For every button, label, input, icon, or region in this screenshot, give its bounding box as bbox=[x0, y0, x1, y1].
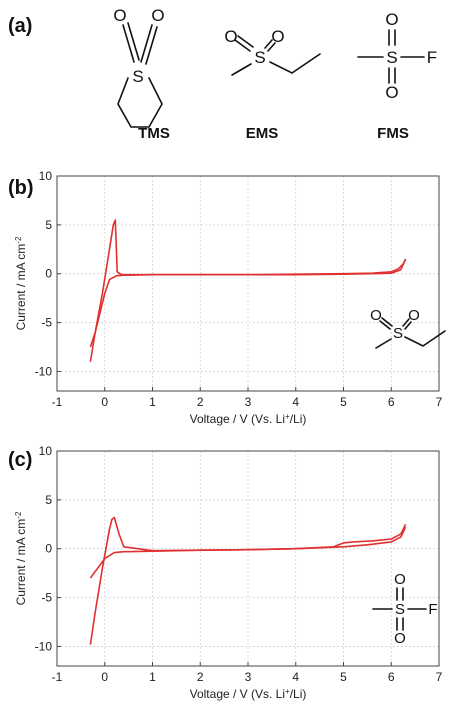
inset-b-sulfur-atom: S bbox=[393, 325, 403, 342]
chart-c-y-axis-title: Current / mA cm-2 bbox=[14, 511, 29, 605]
ems-oxygen-atom-1: O bbox=[224, 27, 237, 46]
chart-b-x-tick-label: 4 bbox=[292, 395, 299, 409]
chart-b-cv-curve-2 bbox=[89, 258, 407, 348]
chart-c-y-tick-label: -10 bbox=[35, 639, 53, 653]
fms-sulfur-atom: S bbox=[386, 48, 397, 67]
chart-b-x-axis-title: Voltage / V (Vs. Li+/Li) bbox=[190, 412, 307, 427]
chart-b-x-tick-label: 7 bbox=[436, 395, 443, 409]
chart-b-y-tick-label: 0 bbox=[45, 267, 52, 281]
tms-name: TMS bbox=[138, 125, 170, 142]
fms-structure: S O O F FMS bbox=[357, 10, 437, 142]
ems-inset-structure: S O O bbox=[370, 307, 446, 349]
fms-fluorine-atom: F bbox=[427, 48, 437, 67]
ems-structure: S O O EMS bbox=[224, 27, 321, 142]
tms-structure: S O O TMS bbox=[113, 6, 169, 142]
chart-c-x-tick-label: 5 bbox=[340, 670, 347, 684]
chart-c-x-tick-label: 2 bbox=[197, 670, 204, 684]
fms-oxygen-atom-2: O bbox=[385, 83, 398, 102]
tms-sulfur-atom: S bbox=[132, 67, 143, 86]
chart-b-y-tick-label: 10 bbox=[39, 169, 53, 183]
panel-label-b: (b) bbox=[8, 177, 34, 199]
chart-c-x-tick-label: 7 bbox=[436, 670, 443, 684]
tms-oxygen-atom-2: O bbox=[151, 6, 164, 25]
chart-c-x-tick-label: 4 bbox=[292, 670, 299, 684]
chart-c-y-tick-label: 5 bbox=[45, 493, 52, 507]
chart-b-y-tick-label: -10 bbox=[35, 364, 53, 378]
inset-b-oxygen-atom-1: O bbox=[370, 307, 382, 324]
chart-c-cv-curve-2 bbox=[89, 526, 407, 579]
ems-oxygen-atom-2: O bbox=[271, 27, 284, 46]
chart-c-x-axis-title: Voltage / V (Vs. Li+/Li) bbox=[190, 687, 307, 702]
chart-b-x-tick-label: 5 bbox=[340, 395, 347, 409]
chart-c-y-tick-label: 0 bbox=[45, 542, 52, 556]
panel-label-a: (a) bbox=[8, 15, 32, 37]
inset-b-oxygen-atom-2: O bbox=[408, 307, 420, 324]
ems-sulfur-atom: S bbox=[254, 48, 265, 67]
ems-name: EMS bbox=[246, 125, 279, 142]
fms-oxygen-atom-1: O bbox=[385, 10, 398, 29]
inset-c-fluorine-atom: F bbox=[428, 601, 437, 618]
chart-b-y-axis-title: Current / mA cm-2 bbox=[14, 236, 29, 330]
chart-b-x-tick-label: 2 bbox=[197, 395, 204, 409]
fms-name: FMS bbox=[377, 125, 409, 142]
tms-oxygen-atom-1: O bbox=[113, 6, 126, 25]
panel-label-c: (c) bbox=[8, 449, 32, 471]
chart-c-x-tick-label: -1 bbox=[52, 670, 63, 684]
chart-c-x-tick-label: 0 bbox=[101, 670, 108, 684]
chart-b-y-tick-label: -5 bbox=[41, 316, 52, 330]
inset-c-sulfur-atom: S bbox=[395, 601, 405, 618]
inset-c-oxygen-atom-1: O bbox=[394, 571, 406, 588]
chart-b-y-tick-label: 5 bbox=[45, 218, 52, 232]
chart-b-x-tick-label: 1 bbox=[149, 395, 156, 409]
inset-c-oxygen-atom-2: O bbox=[394, 630, 406, 647]
chart-b-x-tick-label: 0 bbox=[101, 395, 108, 409]
chart-c-y-tick-label: -5 bbox=[41, 591, 52, 605]
chart-c-x-tick-label: 6 bbox=[388, 670, 395, 684]
chart-b-x-tick-label: -1 bbox=[52, 395, 63, 409]
chart-b-x-tick-label: 6 bbox=[388, 395, 395, 409]
chart-c-x-tick-label: 1 bbox=[149, 670, 156, 684]
chart-c-x-tick-label: 3 bbox=[245, 670, 252, 684]
chart-b-x-tick-label: 3 bbox=[245, 395, 252, 409]
fms-inset-structure: S O O F bbox=[372, 571, 438, 647]
chart-c-y-tick-label: 10 bbox=[39, 444, 53, 458]
